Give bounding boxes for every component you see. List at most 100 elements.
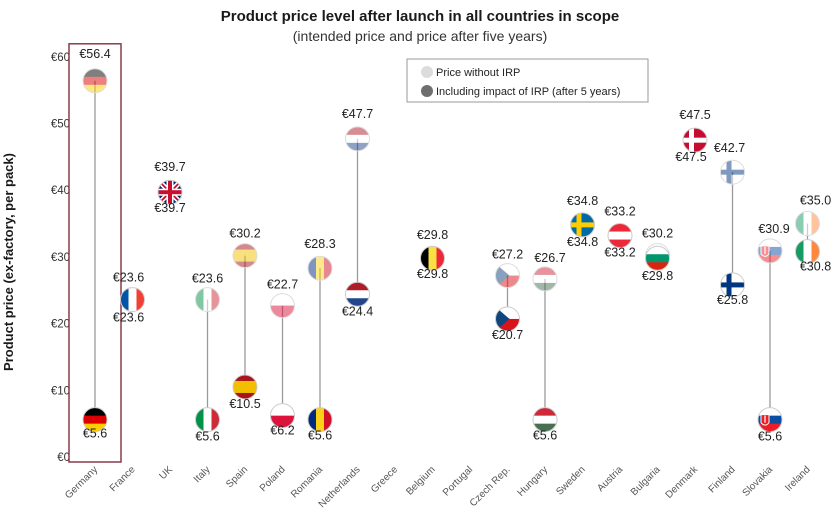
x-tick-label-spain: Spain (224, 464, 250, 490)
x-tick-label-poland: Poland (258, 464, 288, 494)
x-tick-label-romania: Romania (289, 464, 325, 500)
point-without-irp-poland (270, 293, 295, 319)
legend-swatch-1 (421, 85, 433, 97)
x-tick-label-portugal: Portugal (441, 464, 475, 498)
y-tick-label: €40 (51, 185, 70, 197)
label-without-irp-germany: €56.4 (79, 47, 110, 61)
point-with-irp-spain (232, 374, 258, 400)
point-with-irp-italy (195, 407, 220, 433)
label-without-irp-netherlands: €47.7 (342, 107, 373, 121)
x-tick-label-denmark: Denmark (664, 464, 701, 501)
point-without-irp-czech-rep (495, 263, 520, 289)
label-without-irp-france: €23.6 (113, 271, 144, 285)
label-with-irp-romania: €5.6 (308, 429, 332, 443)
chart-title: Product price level after launch in all … (221, 8, 619, 25)
label-without-irp-bulgaria: €30.2 (642, 227, 673, 241)
point-with-irp-belgium (420, 245, 445, 271)
point-without-irp-italy (195, 287, 220, 313)
label-with-irp-france: €23.6 (113, 311, 144, 325)
legend-label-0: Price without IRP (436, 67, 520, 79)
x-tick-label-uk: UK (158, 464, 176, 482)
label-with-irp-bulgaria: €29.8 (642, 269, 673, 283)
y-tick-label: €50 (51, 119, 70, 131)
label-with-irp-uk: €39.7 (154, 201, 185, 215)
point-with-irp-ireland (795, 239, 820, 265)
x-tick-label-finland: Finland (707, 464, 738, 495)
label-layer: €56.4 €5.6 €23.6 €23.6 €39.7 €39.7 €23.6 €5.6 €3… (79, 47, 831, 444)
point-with-irp-finland (720, 272, 745, 298)
label-with-irp-hungary: €5.6 (533, 429, 557, 443)
point-without-irp-germany (82, 68, 108, 94)
label-without-irp-belgium: €29.8 (417, 228, 448, 242)
label-with-irp-slovakia: €5.6 (758, 430, 782, 444)
point-with-irp-slovakia (757, 407, 783, 433)
label-with-irp-germany: €5.6 (83, 427, 107, 441)
label-without-irp-romania: €28.3 (304, 237, 335, 251)
x-tick-label-czech-rep: Czech Rep. (468, 464, 513, 509)
point-with-irp-poland (270, 403, 295, 429)
point-without-irp-hungary (532, 266, 558, 292)
mark-layer (82, 68, 820, 433)
point-with-irp-france (120, 287, 145, 313)
label-with-irp-ireland: €30.8 (800, 260, 831, 274)
label-with-irp-sweden: €34.8 (567, 235, 598, 249)
label-without-irp-uk: €39.7 (154, 160, 185, 174)
y-axis-label: Product price (ex-factory, per pack) (1, 153, 16, 371)
point-with-irp-austria (607, 223, 633, 249)
label-with-irp-denmark: €47.5 (675, 150, 706, 164)
highlight-box (68, 43, 122, 463)
point-with-irp-czech-rep (495, 306, 520, 332)
y-tick-label: €60 (51, 52, 70, 64)
point-without-irp-romania (307, 255, 333, 281)
legend-swatch-0 (421, 66, 433, 78)
label-without-irp-ireland: €35.0 (800, 194, 831, 208)
label-without-irp-slovakia: €30.9 (758, 222, 789, 236)
y-tick-label: €30 (51, 252, 70, 264)
point-without-irp-netherlands (345, 126, 370, 152)
label-without-irp-sweden: €34.8 (567, 194, 598, 208)
label-without-irp-italy: €23.6 (192, 272, 223, 286)
x-tick-label-sweden: Sweden (554, 464, 587, 497)
y-tick-label: €20 (51, 319, 70, 331)
chart-subtitle: (intended price and price after five yea… (293, 28, 547, 44)
x-tick-label-bulgaria: Bulgaria (629, 464, 663, 498)
legend-label-1: Including impact of IRP (after 5 years) (436, 86, 620, 98)
label-with-irp-austria: €33.2 (604, 246, 635, 260)
point-with-irp-netherlands (345, 281, 370, 307)
y-tick-label: €0 (57, 452, 70, 464)
x-tick-label-italy: Italy (192, 464, 213, 485)
x-tick-label-slovakia: Slovakia (741, 464, 776, 499)
label-without-irp-poland: €22.7 (267, 278, 298, 292)
legend-box (406, 58, 649, 103)
label-with-irp-czech-rep: €20.7 (492, 328, 523, 342)
label-with-irp-spain: €10.5 (229, 397, 260, 411)
point-without-irp-spain (232, 243, 258, 269)
x-tick-label-austria: Austria (595, 464, 625, 494)
point-with-irp-sweden (570, 212, 595, 238)
label-without-irp-spain: €30.2 (229, 227, 260, 241)
x-tick-label-belgium: Belgium (404, 464, 437, 497)
point-with-irp-bulgaria (645, 245, 670, 271)
label-with-irp-finland: €25.8 (717, 293, 748, 307)
y-tick-label: €10 (51, 385, 70, 397)
point-with-irp-romania (307, 407, 333, 433)
label-without-irp-hungary: €26.7 (534, 251, 565, 265)
label-with-irp-netherlands: €24.4 (342, 304, 373, 318)
label-without-irp-austria: €33.2 (604, 205, 635, 219)
point-without-irp-ireland (795, 211, 820, 237)
x-tick-label-france: France (108, 464, 138, 494)
label-without-irp-czech-rep: €27.2 (492, 248, 523, 262)
label-without-irp-finland: €42.7 (714, 141, 745, 155)
label-with-irp-italy: €5.6 (195, 430, 219, 444)
label-with-irp-belgium: €29.8 (417, 267, 448, 281)
point-with-irp-germany (82, 407, 108, 433)
point-without-irp-finland (720, 159, 745, 185)
point-without-irp-slovakia (757, 238, 783, 264)
point-with-irp-uk (157, 179, 183, 205)
x-tick-label-hungary: Hungary (516, 464, 551, 499)
label-without-irp-denmark: €47.5 (679, 108, 710, 122)
x-tick-label-germany: Germany (63, 464, 100, 501)
label-with-irp-poland: €6.2 (270, 424, 294, 438)
